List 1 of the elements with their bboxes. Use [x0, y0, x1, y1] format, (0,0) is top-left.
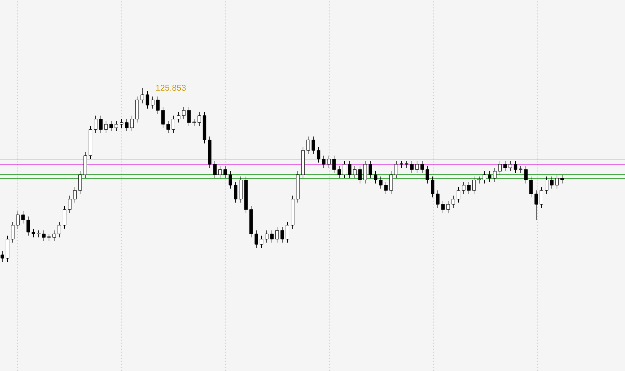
annotation: 125.853	[156, 85, 186, 91]
